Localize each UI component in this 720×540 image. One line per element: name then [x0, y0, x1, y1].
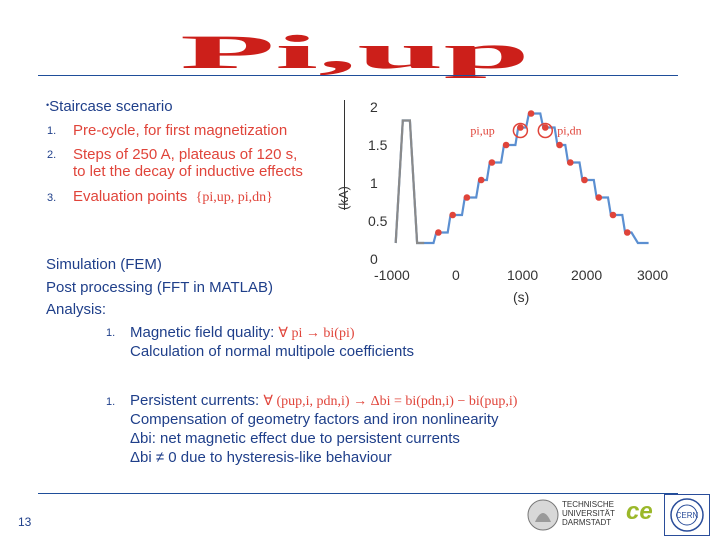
bottom-rule [38, 493, 678, 494]
cern-logo: CERN [664, 494, 710, 536]
item-text-3: Evaluation points {pi,up, pi,dn} [73, 188, 273, 205]
evaluation-point [624, 229, 631, 236]
tu-darmstadt-emblem [527, 499, 559, 531]
evaluation-point [556, 141, 563, 149]
y-tick-1: 1 [370, 175, 378, 191]
item-text-2b: to let the decay of inductive effects [73, 163, 303, 180]
evaluation-point [488, 159, 496, 166]
evaluation-point [435, 229, 442, 236]
analysis-2-line1: Persistent currents: ∀ (pup,i, pdn,i) → … [130, 392, 518, 409]
evaluation-point [542, 124, 549, 131]
evaluation-point [477, 176, 485, 184]
x-tick-0: 0 [452, 267, 460, 283]
svg-text:Pi,up: Pi,up [180, 28, 530, 78]
postprocessing-line: Post processing (FFT in MATLAB) [46, 279, 274, 296]
y-axis-line [344, 100, 355, 210]
item-num-3: 3. [47, 192, 57, 204]
y-tick-1.5: 1.5 [368, 137, 388, 153]
tu-darmstadt-wordmark: TECHNISCHE UNIVERSITÄT DARMSTADT [562, 500, 615, 527]
simulation-line: Simulation (FEM) [46, 256, 162, 273]
ce-logo: ce [626, 498, 653, 525]
analysis-num-2: 1. [106, 396, 116, 408]
evaluation-point [527, 110, 535, 117]
ring-pi-up [512, 122, 529, 139]
ring-pi-dn [537, 122, 554, 139]
item-text-1: Pre-cycle, for first magnetization [73, 122, 288, 139]
analysis-num-1: 1. [106, 327, 116, 339]
analysis-1-line2: Calculation of normal multipole coeffici… [130, 343, 415, 360]
evaluation-point [595, 194, 603, 201]
item-num-2: 2. [47, 149, 57, 161]
evaluation-point [609, 211, 617, 219]
x-tick-3000: 3000 [637, 267, 669, 283]
label-pi-up: pi,up [470, 124, 494, 138]
x-tick-2000: 2000 [571, 267, 603, 283]
analysis-1-line1: Magnetic field quality: ∀ pi → bi(pi) [130, 324, 355, 341]
analysis-2-line2: Compensation of geometry factors and iro… [130, 411, 499, 428]
staircase-line [394, 112, 649, 245]
analysis-2-line3: Δbi: net magnetic effect due to persiste… [130, 430, 460, 447]
svg-text:CERN: CERN [676, 511, 699, 520]
x-tick-1000: 1000 [507, 267, 539, 283]
analysis-line: Analysis: [46, 301, 107, 318]
label-pi-dn: pi,dn [557, 124, 581, 138]
x-tick-neg1000: -1000 [374, 267, 410, 283]
item-num-1: 1. [47, 125, 57, 137]
evaluation-point [567, 159, 574, 166]
analysis-2-line4: Δbi ≠ 0 due to hysteresis-like behaviour [130, 449, 392, 466]
y-tick-0.5: 0.5 [368, 213, 388, 229]
y-tick-0: 0 [370, 251, 378, 267]
y-tick-2: 2 [370, 99, 378, 115]
title-rule [38, 75, 678, 76]
evaluation-point [502, 141, 510, 149]
page-number: 13 [18, 515, 32, 529]
evaluation-point [517, 124, 524, 131]
item-text-2a: Steps of 250 A, plateaus of 120 s, [73, 146, 298, 163]
precycle-line [394, 119, 425, 245]
slide-title: Pi,up [180, 28, 530, 78]
staircase-plot: pi,up pi,dn [394, 110, 649, 245]
evaluation-point [463, 194, 471, 201]
evaluation-point [449, 211, 456, 219]
bullet-staircase: •Staircase scenario [46, 98, 173, 115]
x-axis-label: (s) [513, 289, 530, 305]
evaluation-point [581, 176, 588, 184]
